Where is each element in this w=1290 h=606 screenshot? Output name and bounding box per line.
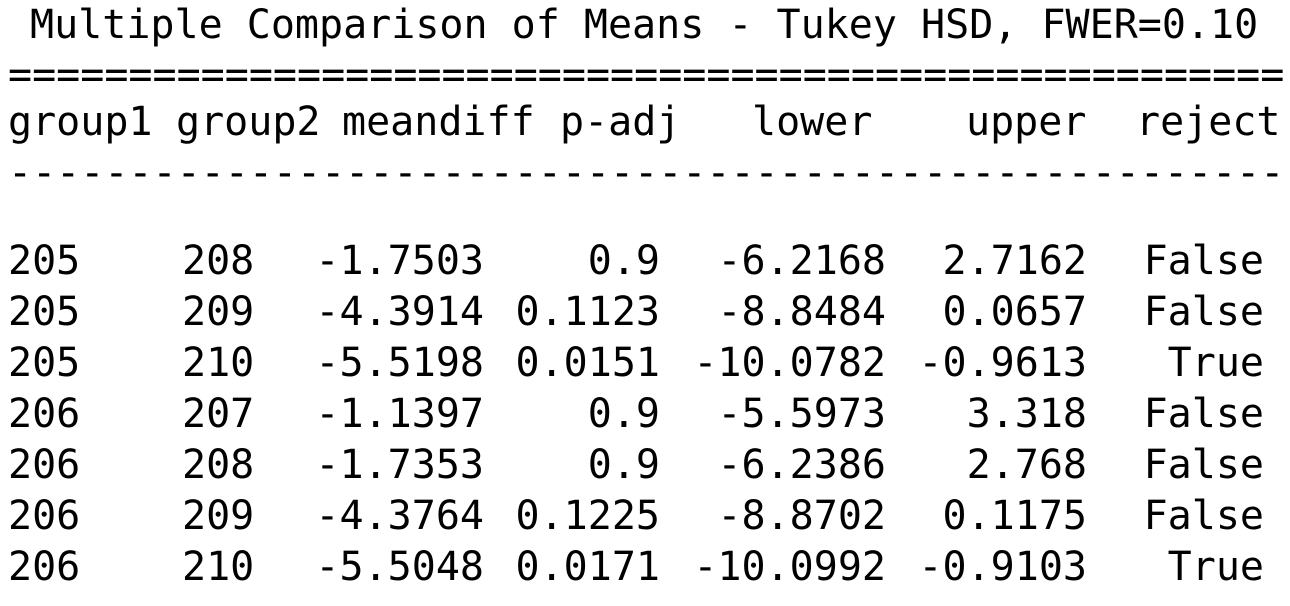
cell-upper: 0.0657: [942, 289, 1088, 335]
cell-upper: 3.318: [966, 391, 1087, 437]
cell-upper: 2.768: [966, 442, 1087, 488]
cell-lower: -10.0782: [693, 340, 886, 386]
cell-reject: False: [1143, 391, 1264, 437]
table-row: 206 210 -5.5048 0.0171 -10.0992 -0.9103 …: [0, 542, 1290, 593]
cell-group1: 205: [8, 289, 81, 335]
cell-p-adj: 0.0171: [515, 544, 661, 590]
cell-reject: False: [1143, 493, 1264, 539]
cell-meandiff: -1.1397: [315, 391, 484, 437]
header-reject: reject: [1136, 99, 1281, 145]
cell-upper: -0.9103: [918, 544, 1087, 590]
cell-reject: True: [1167, 544, 1264, 590]
table-row: 205 209 -4.3914 0.1123 -8.8484 0.0657 Fa…: [0, 287, 1290, 338]
table-title: Multiple Comparison of Means - Tukey HSD…: [30, 2, 1259, 48]
header-p-adj: p-adj: [560, 99, 681, 145]
cell-lower: -6.2386: [717, 442, 886, 488]
cell-reject: False: [1143, 289, 1264, 335]
cell-lower: -8.8702: [717, 493, 886, 539]
cell-group2: 210: [182, 544, 255, 590]
top-separator: ========================================…: [8, 52, 1283, 98]
header-upper: upper: [966, 99, 1087, 145]
cell-lower: -8.8484: [717, 289, 886, 335]
header-meandiff: meandiff: [342, 99, 535, 145]
cell-lower: -10.0992: [693, 544, 886, 590]
cell-group2: 210: [182, 340, 255, 386]
cell-p-adj: 0.1123: [515, 289, 661, 335]
cell-meandiff: -5.5198: [315, 340, 484, 386]
cell-p-adj: 0.9: [587, 238, 660, 284]
cell-upper: 2.7162: [942, 238, 1088, 284]
header-group2: group2: [176, 99, 321, 145]
table-row: 206 209 -4.3764 0.1225 -8.8702 0.1175 Fa…: [0, 491, 1290, 542]
cell-p-adj: 0.9: [587, 391, 660, 437]
cell-lower: -5.5973: [717, 391, 886, 437]
cell-reject: True: [1167, 340, 1264, 386]
cell-group2: 208: [182, 238, 255, 284]
cell-meandiff: -4.3914: [315, 289, 484, 335]
cell-group1: 206: [8, 442, 81, 488]
cell-lower: -6.2168: [717, 238, 886, 284]
cell-meandiff: -1.7353: [315, 442, 484, 488]
table-row: 205 208 -1.7503 0.9 -6.2168 2.7162 False: [0, 236, 1290, 287]
cell-meandiff: -5.5048: [315, 544, 484, 590]
table-row: 206 207 -1.1397 0.9 -5.5973 3.318 False: [0, 389, 1290, 440]
cell-upper: 0.1175: [942, 493, 1088, 539]
cell-reject: False: [1143, 238, 1264, 284]
cell-group2: 209: [182, 493, 255, 539]
header-group1: group1: [8, 99, 153, 145]
cell-group2: 209: [182, 289, 255, 335]
cell-group2: 207: [182, 391, 255, 437]
cell-upper: -0.9613: [918, 340, 1087, 386]
cell-reject: False: [1143, 442, 1264, 488]
cell-meandiff: -4.3764: [315, 493, 484, 539]
cell-group1: 205: [8, 340, 81, 386]
table-row: 206 208 -1.7353 0.9 -6.2386 2.768 False: [0, 440, 1290, 491]
header-separator: ----------------------------------------…: [8, 150, 1283, 196]
header-lower: lower: [752, 99, 873, 145]
table-row: 205 210 -5.5198 0.0151 -10.0782 -0.9613 …: [0, 338, 1290, 389]
cell-group2: 208: [182, 442, 255, 488]
cell-p-adj: 0.9: [587, 442, 660, 488]
cell-p-adj: 0.1225: [515, 493, 661, 539]
cell-group1: 206: [8, 544, 81, 590]
cell-group1: 205: [8, 238, 81, 284]
cell-meandiff: -1.7503: [315, 238, 484, 284]
cell-group1: 206: [8, 493, 81, 539]
cell-p-adj: 0.0151: [515, 340, 661, 386]
cell-group1: 206: [8, 391, 81, 437]
